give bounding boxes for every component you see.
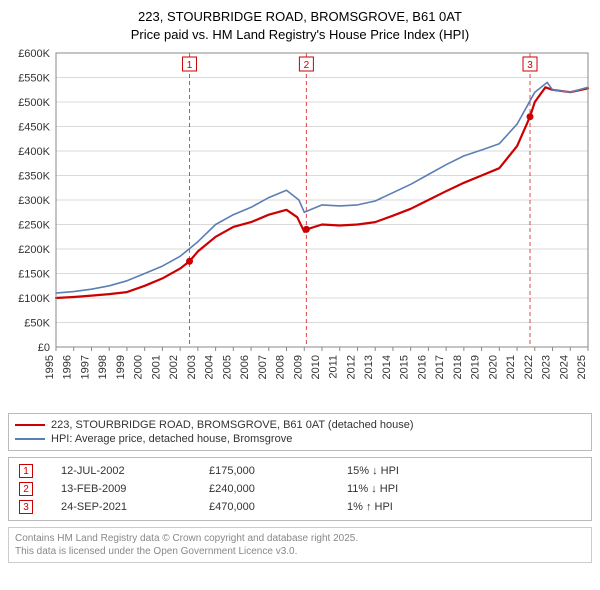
svg-text:2007: 2007 bbox=[257, 355, 269, 379]
footer-line1: Contains HM Land Registry data © Crown c… bbox=[15, 532, 585, 545]
svg-text:2024: 2024 bbox=[558, 355, 570, 379]
title-line1: 223, STOURBRIDGE ROAD, BROMSGROVE, B61 0… bbox=[8, 8, 592, 26]
svg-text:2001: 2001 bbox=[150, 355, 162, 379]
svg-text:2023: 2023 bbox=[541, 355, 553, 379]
svg-text:£500K: £500K bbox=[18, 97, 50, 109]
svg-text:2020: 2020 bbox=[487, 355, 499, 379]
event-marker-icon: 1 bbox=[19, 464, 33, 478]
svg-text:£100K: £100K bbox=[18, 293, 50, 305]
svg-text:£450K: £450K bbox=[18, 122, 50, 134]
svg-text:2019: 2019 bbox=[470, 355, 482, 379]
svg-text:2003: 2003 bbox=[186, 355, 198, 379]
legend-row: HPI: Average price, detached house, Brom… bbox=[15, 432, 585, 446]
event-row: 2 13-FEB-2009£240,00011% ↓ HPI bbox=[15, 480, 585, 498]
event-delta: 1% ↑ HPI bbox=[343, 498, 585, 516]
svg-text:1: 1 bbox=[187, 60, 193, 71]
sale-events-table: 1 12-JUL-2002£175,00015% ↓ HPI 2 13-FEB-200… bbox=[8, 457, 592, 521]
event-price: £240,000 bbox=[205, 480, 343, 498]
svg-text:1997: 1997 bbox=[79, 355, 91, 379]
event-marker-icon: 3 bbox=[19, 500, 33, 514]
svg-text:3: 3 bbox=[527, 60, 533, 71]
svg-text:£150K: £150K bbox=[18, 269, 50, 281]
svg-text:2014: 2014 bbox=[381, 355, 393, 379]
event-marker-icon: 2 bbox=[19, 482, 33, 496]
svg-text:2021: 2021 bbox=[505, 355, 517, 379]
footer-line2: This data is licensed under the Open Gov… bbox=[15, 545, 585, 558]
event-date: 24-SEP-2021 bbox=[57, 498, 205, 516]
svg-text:£600K: £600K bbox=[18, 48, 50, 60]
svg-text:£50K: £50K bbox=[24, 318, 50, 330]
svg-text:1996: 1996 bbox=[62, 355, 74, 379]
event-delta: 11% ↓ HPI bbox=[343, 480, 585, 498]
svg-text:£400K: £400K bbox=[18, 146, 50, 158]
event-row: 3 24-SEP-2021£470,0001% ↑ HPI bbox=[15, 498, 585, 516]
svg-text:£200K: £200K bbox=[18, 244, 50, 256]
svg-text:2002: 2002 bbox=[168, 355, 180, 379]
svg-text:2015: 2015 bbox=[399, 355, 411, 379]
svg-text:2008: 2008 bbox=[275, 355, 287, 379]
svg-text:2005: 2005 bbox=[221, 355, 233, 379]
chart-title: 223, STOURBRIDGE ROAD, BROMSGROVE, B61 0… bbox=[8, 8, 592, 43]
line-chart-svg: £0 £50K £100K £150K £200K £250K £300K £350K £400… bbox=[8, 47, 592, 407]
svg-text:2006: 2006 bbox=[239, 355, 251, 379]
svg-text:2013: 2013 bbox=[363, 355, 375, 379]
svg-text:1998: 1998 bbox=[97, 355, 109, 379]
legend: 223, STOURBRIDGE ROAD, BROMSGROVE, B61 0… bbox=[8, 413, 592, 451]
legend-label: 223, STOURBRIDGE ROAD, BROMSGROVE, B61 0… bbox=[51, 419, 414, 431]
event-delta: 15% ↓ HPI bbox=[343, 462, 585, 480]
svg-text:2018: 2018 bbox=[452, 355, 464, 379]
svg-text:£0: £0 bbox=[38, 342, 50, 354]
svg-text:£250K: £250K bbox=[18, 220, 50, 232]
svg-text:2012: 2012 bbox=[345, 355, 357, 379]
svg-text:2022: 2022 bbox=[523, 355, 535, 379]
svg-text:2011: 2011 bbox=[328, 355, 340, 379]
svg-text:1999: 1999 bbox=[115, 355, 127, 379]
license-footer: Contains HM Land Registry data © Crown c… bbox=[8, 527, 592, 563]
svg-text:1995: 1995 bbox=[44, 355, 56, 379]
svg-text:2017: 2017 bbox=[434, 355, 446, 379]
event-price: £470,000 bbox=[205, 498, 343, 516]
event-date: 12-JUL-2002 bbox=[57, 462, 205, 480]
event-row: 1 12-JUL-2002£175,00015% ↓ HPI bbox=[15, 462, 585, 480]
legend-swatch bbox=[15, 424, 45, 426]
legend-label: HPI: Average price, detached house, Brom… bbox=[51, 433, 292, 445]
svg-text:2016: 2016 bbox=[416, 355, 428, 379]
chart-area: £0 £50K £100K £150K £200K £250K £300K £350K £400… bbox=[8, 47, 592, 407]
event-price: £175,000 bbox=[205, 462, 343, 480]
svg-text:2025: 2025 bbox=[576, 355, 588, 379]
svg-text:2009: 2009 bbox=[292, 355, 304, 379]
svg-text:2010: 2010 bbox=[310, 355, 322, 379]
event-date: 13-FEB-2009 bbox=[57, 480, 205, 498]
svg-text:2004: 2004 bbox=[204, 355, 216, 379]
svg-text:£550K: £550K bbox=[18, 73, 50, 85]
svg-text:2: 2 bbox=[304, 60, 310, 71]
legend-row: 223, STOURBRIDGE ROAD, BROMSGROVE, B61 0… bbox=[15, 418, 585, 432]
svg-text:£350K: £350K bbox=[18, 171, 50, 183]
title-line2: Price paid vs. HM Land Registry's House … bbox=[8, 26, 592, 44]
svg-text:2000: 2000 bbox=[133, 355, 145, 379]
legend-swatch bbox=[15, 438, 45, 440]
svg-text:£300K: £300K bbox=[18, 195, 50, 207]
